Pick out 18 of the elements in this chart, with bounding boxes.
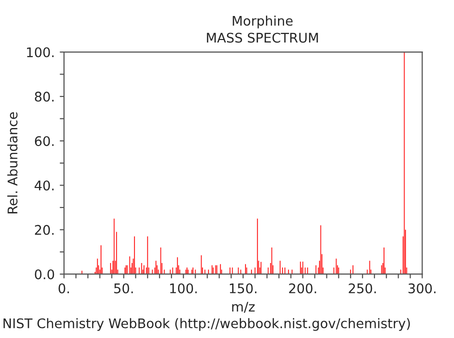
x-tick-label: 100.: [170, 283, 197, 294]
y-axis-title: Rel. Abundance: [7, 112, 18, 214]
y-tick-label: 40.: [34, 180, 54, 190]
chart-title: Morphine: [232, 16, 293, 28]
chart-subtitle: MASS SPECTRUM: [206, 32, 318, 43]
x-tick-label: 150.: [230, 283, 256, 294]
x-tick-label: 200.: [289, 283, 316, 294]
y-tick-label: 20.: [34, 224, 54, 235]
y-tick-label: 0.0: [34, 269, 54, 280]
text: NIST Chemistry WebBook (http://webbook.nist.gov/chemistry): [4, 318, 410, 331]
x-tick-label: 50.: [114, 283, 133, 294]
x-tick-label: 250.: [348, 283, 376, 294]
y-tick-label: 80.: [34, 92, 54, 102]
x-axis-title: m/z: [232, 302, 255, 313]
y-tick-label: 100.: [27, 47, 54, 58]
y-tick-label: 60.: [34, 136, 54, 146]
x-tick-label: 0.: [58, 283, 69, 294]
x-tick-label: 300.: [408, 283, 436, 294]
